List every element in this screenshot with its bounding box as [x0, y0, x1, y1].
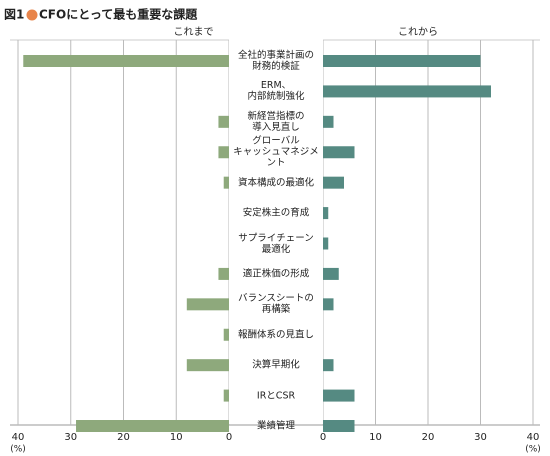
bar: [323, 207, 329, 220]
x-tick-label: 20: [422, 432, 435, 443]
title-dot: [26, 9, 38, 21]
figure-label: 図1: [4, 8, 24, 22]
bar: [323, 146, 355, 159]
x-tick-label: 0: [226, 432, 232, 443]
category-label: バランスシートの 再構築: [238, 293, 314, 316]
x-tick-label: 30: [474, 432, 487, 443]
category-label: サプライチェーン 最適化: [238, 232, 314, 255]
unit-label: (%): [525, 445, 541, 455]
bar: [323, 389, 355, 402]
bar: [323, 359, 334, 372]
category-label: IRとCSR: [256, 390, 296, 402]
legend-label: これまで: [174, 26, 214, 38]
bar: [186, 298, 229, 311]
category-label: 適正株価の形成: [242, 268, 310, 280]
category-label: 新経営指標の 導入見直し: [247, 110, 305, 133]
x-tick-label: 30: [64, 432, 77, 443]
bar: [323, 176, 344, 189]
category-label: 安定株主の育成: [242, 207, 310, 219]
bar: [186, 359, 229, 372]
bar: [218, 115, 229, 128]
bar: [218, 267, 229, 280]
category-label: グローバル キャッシュマネジメント: [233, 135, 319, 169]
bar: [223, 328, 229, 341]
bar: [323, 115, 334, 128]
bar: [323, 237, 329, 250]
x-tick-label: 10: [369, 432, 382, 443]
legend-label: これから: [398, 26, 438, 38]
bar: [323, 267, 339, 280]
bar: [223, 176, 229, 189]
category-label: 決算早期化: [252, 359, 300, 371]
bar: [323, 55, 481, 67]
bar: [218, 146, 229, 159]
category-label: ERM、 内部統制強化: [247, 80, 305, 103]
unit-label: (%): [10, 445, 26, 455]
category-label: 全社的事業計画の 財務的検証: [237, 50, 314, 72]
x-tick-label: 10: [170, 432, 183, 443]
bar: [23, 55, 230, 67]
bar: [323, 85, 491, 98]
chart-title: CFOにとって最も重要な課題: [39, 7, 198, 22]
label-column: [229, 38, 323, 424]
x-tick-label: 20: [117, 432, 130, 443]
bar: [76, 420, 230, 432]
category-label: 報酬体系の見直し: [237, 329, 314, 341]
x-tick-label: 40: [527, 432, 540, 443]
bar: [323, 298, 334, 311]
category-label: 資本構成の最適化: [237, 177, 314, 189]
bar: [223, 389, 229, 402]
category-label: 業績管理: [256, 420, 295, 432]
bar: [323, 420, 355, 432]
x-tick-label: 0: [320, 432, 326, 443]
x-tick-label: 40: [12, 432, 25, 443]
